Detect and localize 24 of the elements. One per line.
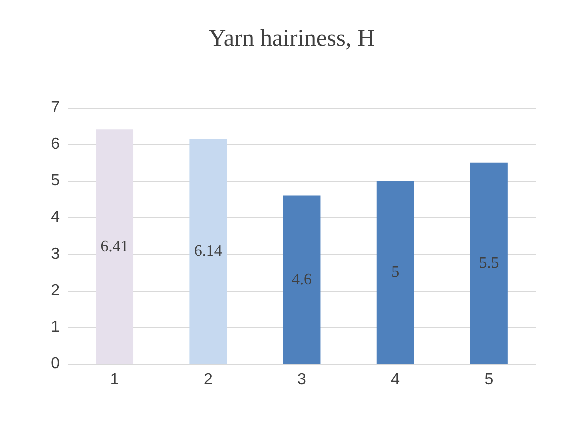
bar [96, 130, 134, 364]
x-tick-label: 1 [110, 372, 120, 388]
y-tick-label: 3 [51, 246, 60, 263]
chart-title: Yarn hairiness, H [208, 26, 376, 52]
y-tick-label: 4 [51, 209, 60, 226]
x-tick-label: 3 [298, 372, 307, 388]
data-label: 5.5 [479, 254, 500, 272]
data-label: 6.14 [194, 243, 222, 260]
bar [470, 162, 508, 364]
x-tick-label: 4 [391, 372, 400, 388]
bar [283, 196, 321, 364]
y-tick-label: 7 [51, 100, 60, 116]
y-tick-label: 0 [51, 356, 60, 372]
y-tick-label: 6 [51, 136, 60, 154]
y-tick-label: 2 [51, 282, 60, 300]
x-tick-label: 5 [484, 372, 494, 388]
data-label: 5 [392, 264, 400, 282]
bar [190, 139, 228, 364]
bar [376, 181, 414, 364]
x-tick-label: 2 [204, 372, 213, 388]
data-label: 6.41 [100, 238, 129, 256]
y-tick-label: 1 [51, 318, 60, 336]
data-label: 4.6 [292, 271, 312, 288]
y-tick-label: 5 [51, 172, 60, 190]
